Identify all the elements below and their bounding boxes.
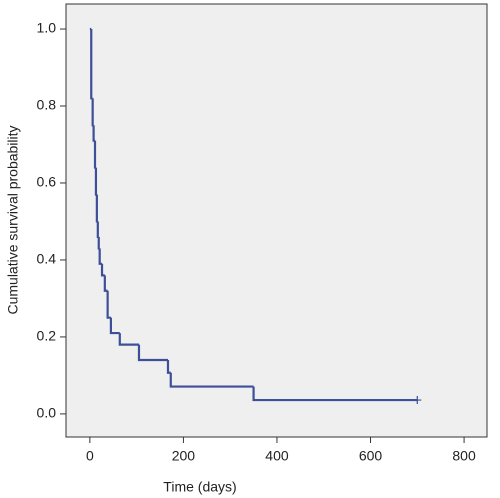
survival-step [137, 344, 168, 362]
survival-step [95, 194, 98, 223]
censor-mark [413, 396, 422, 405]
survival-step [94, 167, 98, 196]
y-tick-label: 0.2 [37, 328, 57, 344]
x-axis-label: Time (days) [163, 479, 236, 495]
x-tick-label: 0 [86, 448, 94, 464]
y-tick-label: 0.0 [37, 405, 57, 421]
y-axis-label: Cumulative survival probability [5, 125, 21, 314]
x-tick-label: 800 [452, 448, 476, 464]
y-tick-label: 0.4 [37, 251, 57, 267]
survival-step [106, 290, 111, 319]
x-tick-label: 600 [359, 448, 383, 464]
survival-step [118, 333, 139, 346]
survival-step [97, 236, 100, 250]
x-tick-label: 200 [172, 448, 196, 464]
survival-step [109, 317, 120, 335]
y-tick-label: 1.0 [37, 20, 57, 36]
plot-area [65, 3, 488, 438]
y-tick-label: 0.8 [37, 97, 57, 113]
survival-step [252, 386, 418, 402]
survival-step [93, 140, 97, 169]
survival-step [91, 98, 94, 127]
survival-step [169, 372, 254, 388]
y-tick-label: 0.6 [37, 174, 57, 190]
survival-step [96, 221, 99, 238]
survival-step [103, 275, 108, 292]
x-tick-label: 400 [265, 448, 289, 464]
